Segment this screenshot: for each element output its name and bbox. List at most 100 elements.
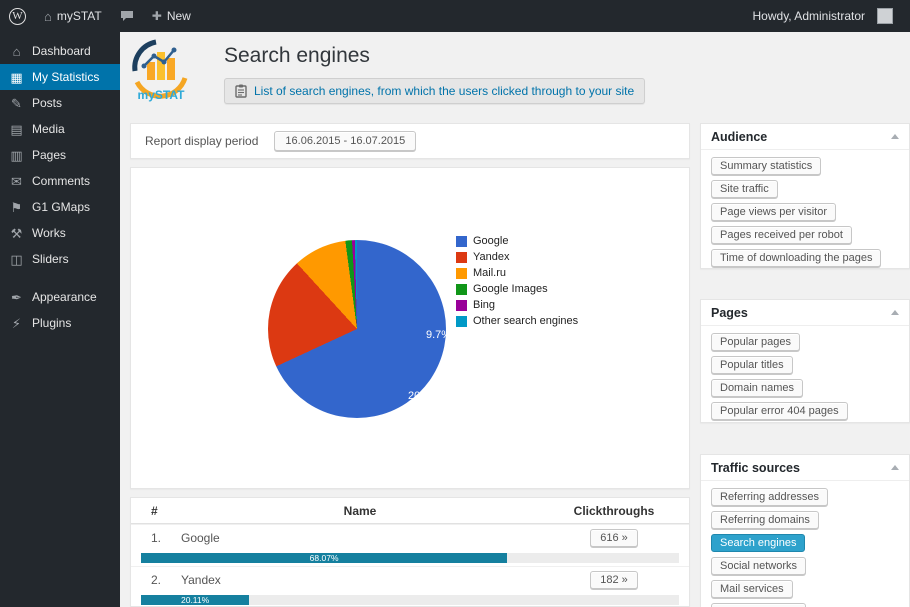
- row-number: 1.: [151, 530, 162, 545]
- panel-item-search-engines[interactable]: Search engines: [711, 534, 806, 552]
- row-number: 2.: [151, 572, 162, 587]
- panel-item-referring-addresses[interactable]: Referring addresses: [711, 488, 829, 506]
- panel-item-site-traffic[interactable]: Site traffic: [711, 180, 778, 198]
- results-table-panel: # Name Clickthroughs 1. Google 616 » 68.…: [130, 497, 690, 607]
- sidebar-item-dashboard[interactable]: ⌂ Dashboard: [0, 38, 120, 64]
- collapse-toggle-icon[interactable]: [891, 465, 899, 470]
- pie-chart: 68.1% 20.1% 9.7%: [268, 240, 537, 440]
- table-row: 2. Yandex 182 »: [131, 566, 689, 592]
- dashboard-icon: ⌂: [12, 43, 21, 59]
- row-bar-wrap: 68.07%: [131, 550, 689, 566]
- panel-item-mail-services[interactable]: Mail services: [711, 580, 793, 598]
- panel-title: Audience: [711, 129, 768, 144]
- legend-label: Yandex: [473, 251, 510, 263]
- panel-item-social-networks[interactable]: Social networks: [711, 557, 807, 575]
- sidebar-item-label: G1 GMaps: [32, 200, 91, 214]
- mystat-logo-text: mySTAT: [138, 88, 186, 102]
- sidebar-item-comments[interactable]: ✉ Comments: [0, 168, 120, 194]
- legend-label: Bing: [473, 299, 496, 311]
- sidebar-item-posts[interactable]: ✎ Posts: [0, 90, 120, 116]
- panel-item-domain-names[interactable]: Domain names: [711, 379, 803, 397]
- pie-slice-label-mailru: 9.7%: [426, 329, 452, 341]
- wordpress-menu[interactable]: W: [0, 0, 35, 32]
- panel-item-time-of-downloading[interactable]: Time of downloading the pages: [711, 249, 882, 267]
- stats-icon: ▦: [10, 69, 23, 85]
- legend-item: Bing: [456, 299, 578, 311]
- plus-icon: ✚: [151, 9, 162, 23]
- clickthroughs-button[interactable]: 616 »: [590, 528, 638, 547]
- site-menu[interactable]: ⌂ mySTAT: [35, 0, 111, 32]
- panel-item-pages-received-per-robot[interactable]: Pages received per robot: [711, 226, 852, 244]
- column-header-name: Name: [343, 503, 377, 518]
- report-period-label: Report display period: [145, 134, 259, 148]
- howdy-text: Howdy, Administrator: [752, 9, 865, 23]
- sidebar-item-my-statistics[interactable]: ▦ My Statistics: [0, 64, 120, 90]
- sidebar-item-g1-gmaps[interactable]: ⚑ G1 GMaps: [0, 194, 120, 220]
- legend-swatch: [456, 235, 467, 247]
- row-bar-wrap: 20.11%: [131, 592, 689, 606]
- panel-title: Pages: [711, 305, 748, 320]
- pages-icon: ▥: [10, 147, 23, 163]
- wordpress-logo-icon: W: [9, 7, 26, 25]
- panel-item-popular-error-404-pages[interactable]: Popular error 404 pages: [711, 402, 848, 420]
- main-content: mySTAT Search engines List of search eng…: [120, 32, 910, 607]
- page-note: List of search engines, from which the u…: [224, 78, 646, 104]
- sidebar-item-works[interactable]: ⚒ Works: [0, 220, 120, 246]
- appearance-icon: ✒: [11, 289, 22, 305]
- chart-legend: Google Yandex Mail.ru Google Images Bing: [456, 235, 578, 331]
- media-icon: ▤: [10, 121, 23, 137]
- sidebar-item-appearance[interactable]: ✒ Appearance: [0, 284, 120, 310]
- new-menu[interactable]: ✚ New: [143, 0, 200, 32]
- home-icon: ⌂: [44, 8, 52, 24]
- legend-item: Google: [456, 235, 578, 247]
- clickthroughs-button[interactable]: 182 »: [590, 570, 638, 589]
- date-range-button[interactable]: 16.06.2015 - 16.07.2015: [274, 131, 417, 151]
- works-icon: ⚒: [10, 225, 23, 241]
- page-title: Search engines: [224, 44, 370, 67]
- legend-swatch: [456, 315, 467, 327]
- pie-slice-label-google: 68.1%: [506, 428, 538, 440]
- gmaps-icon: ⚑: [10, 199, 23, 215]
- sidebar-item-label: Plugins: [32, 316, 72, 330]
- panel-item-referring-domains[interactable]: Referring domains: [711, 511, 819, 529]
- sidebar-item-label: Comments: [32, 174, 91, 188]
- row-name: Yandex: [181, 572, 221, 587]
- table-row: 1. Google 616 »: [131, 524, 689, 550]
- report-period-panel: Report display period 16.06.2015 - 16.07…: [130, 123, 690, 159]
- panel-item-search-phrases[interactable]: Search phrases: [711, 603, 807, 607]
- panel-item-summary-statistics[interactable]: Summary statistics: [711, 157, 822, 175]
- admin-sidebar: ⌂ Dashboard ▦ My Statistics ✎ Posts ▤ Me…: [0, 32, 120, 607]
- legend-item: Mail.ru: [456, 267, 578, 279]
- sidebar-item-plugins[interactable]: ⚡ Plugins: [0, 310, 120, 336]
- legend-swatch: [456, 267, 467, 279]
- chart-panel: 68.1% 20.1% 9.7% Google Yandex Mail.ru: [130, 167, 690, 489]
- panel-item-popular-pages[interactable]: Popular pages: [711, 333, 800, 351]
- panel-item-popular-titles[interactable]: Popular titles: [711, 356, 793, 374]
- panel-title: Traffic sources: [711, 460, 800, 475]
- row-bar-percent: 68.07%: [309, 553, 339, 563]
- sidebar-item-sliders[interactable]: ◫ Sliders: [0, 246, 120, 272]
- comments-bubble-icon: [120, 11, 133, 21]
- howdy-menu[interactable]: Howdy, Administrator: [744, 0, 902, 32]
- sidebar-item-pages[interactable]: ▥ Pages: [0, 142, 120, 168]
- sidebar-item-label: Posts: [32, 96, 63, 110]
- column-header-num: #: [151, 503, 158, 518]
- row-bar-track: 20.11%: [141, 595, 679, 605]
- row-name: Google: [181, 530, 220, 545]
- legend-swatch: [456, 283, 467, 295]
- column-header-clickthroughs: Clickthroughs: [573, 503, 655, 518]
- table-header-row: # Name Clickthroughs: [131, 498, 689, 524]
- collapse-toggle-icon[interactable]: [891, 310, 899, 315]
- comments-menu[interactable]: [111, 0, 143, 32]
- panel-item-page-views-per-visitor[interactable]: Page views per visitor: [711, 203, 836, 221]
- page-note-text: List of search engines, from which the u…: [254, 84, 635, 98]
- sidebar-item-media[interactable]: ▤ Media: [0, 116, 120, 142]
- sidebar-item-label: Works: [32, 226, 66, 240]
- site-name: mySTAT: [56, 9, 102, 23]
- legend-item: Other search engines: [456, 315, 578, 327]
- collapse-toggle-icon[interactable]: [891, 134, 899, 139]
- sidebar-item-label: Dashboard: [32, 44, 91, 58]
- row-bar-fill: 20.11%: [141, 595, 250, 605]
- sliders-icon: ◫: [10, 251, 23, 267]
